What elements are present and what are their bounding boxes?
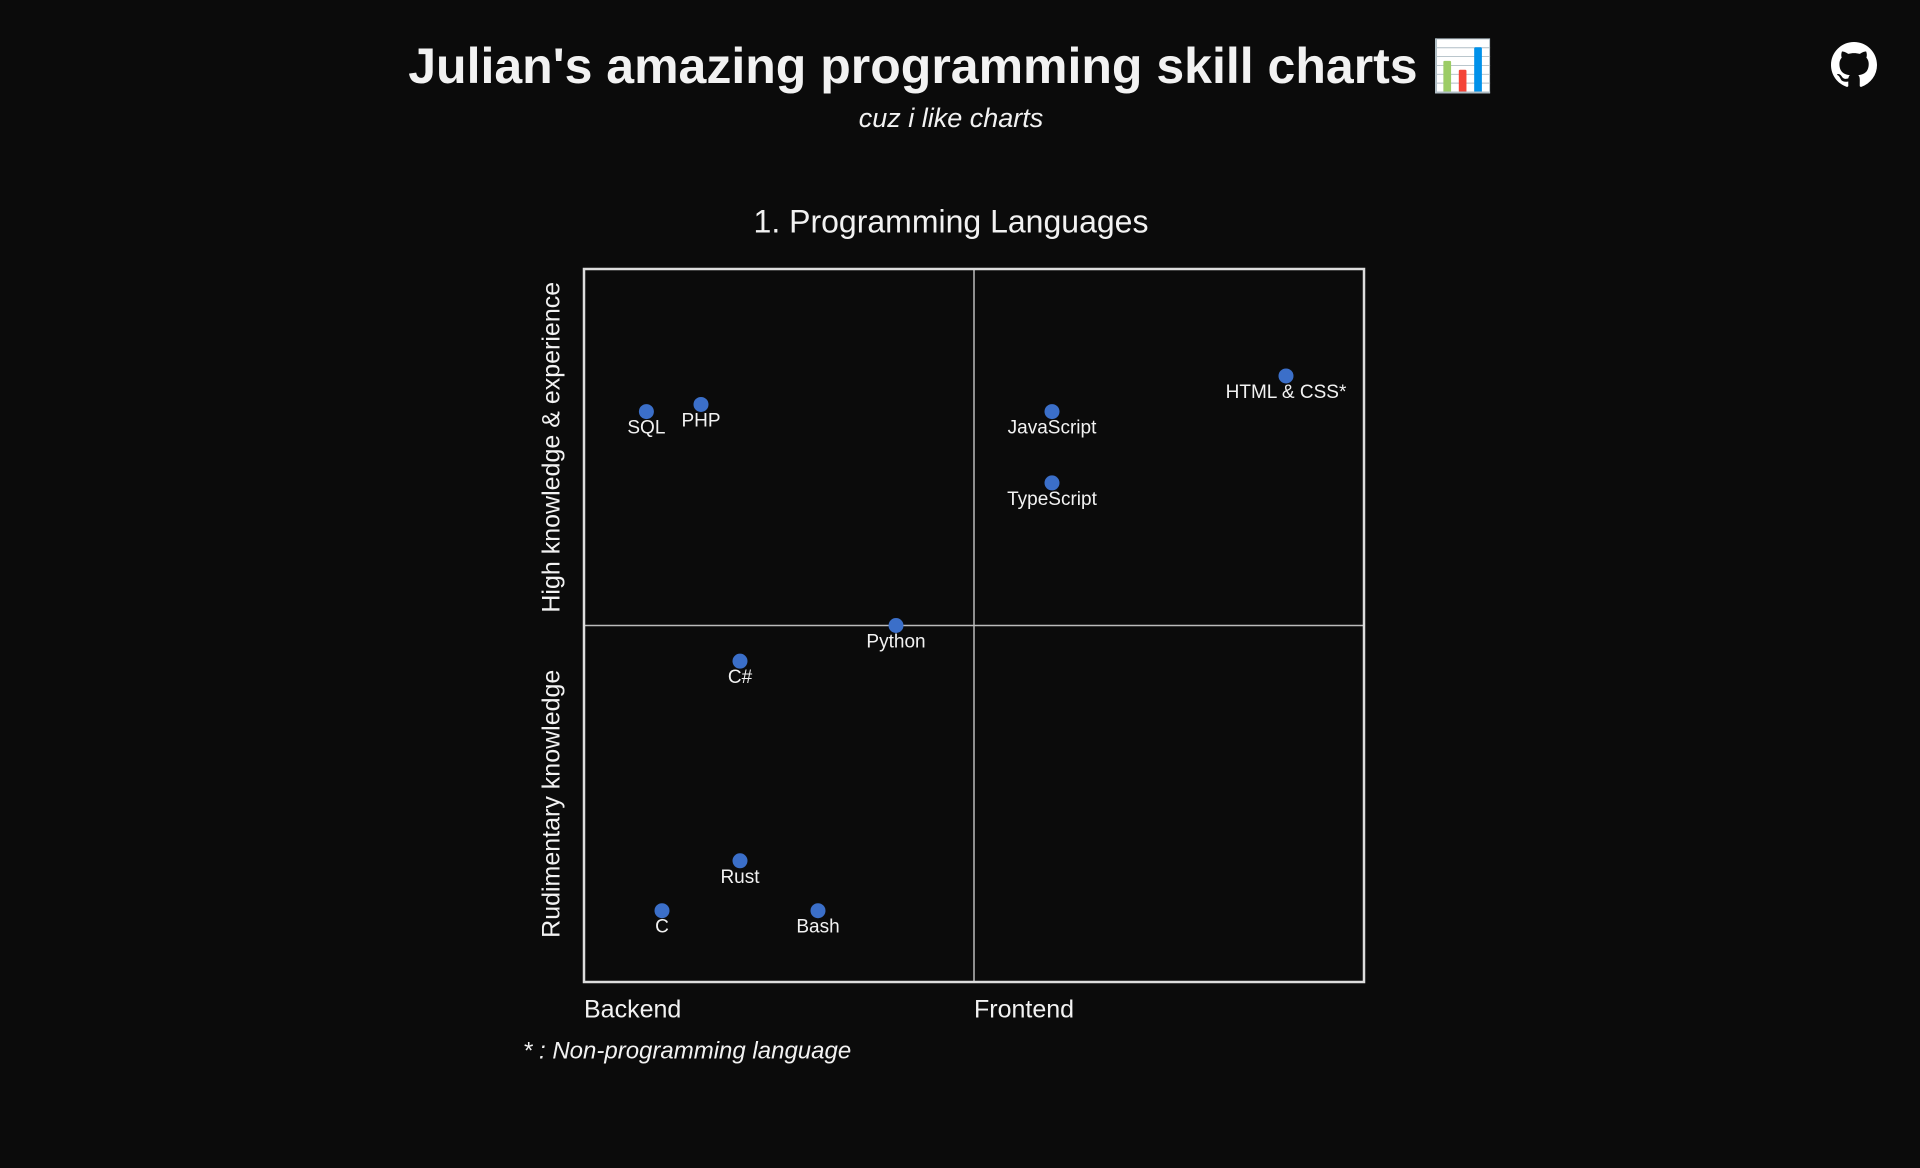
point-label: C xyxy=(655,917,669,938)
x-axis-label: Frontend xyxy=(974,996,1074,1024)
data-point xyxy=(638,404,654,420)
y-axis-label: High knowledge & experience xyxy=(538,282,566,613)
data-point xyxy=(732,653,748,669)
page-title: Julian's amazing programming skill chart… xyxy=(408,37,1494,94)
x-axis-label: Backend xyxy=(584,996,681,1024)
data-point xyxy=(732,853,748,869)
point-label: PHP xyxy=(681,410,720,431)
footnote: * : Non-programming language xyxy=(523,1037,851,1064)
chart-title: 1. Programming Languages xyxy=(754,203,1149,239)
point-label: Python xyxy=(866,632,925,653)
data-point xyxy=(693,396,709,412)
page-subtitle: cuz i like charts xyxy=(859,103,1044,133)
point-label: Bash xyxy=(796,917,839,938)
point-label: HTML & CSS* xyxy=(1226,382,1347,403)
point-label: TypeScript xyxy=(1007,489,1097,510)
github-link[interactable] xyxy=(1831,42,1877,87)
point-label: SQL xyxy=(627,418,665,439)
point-label: C# xyxy=(728,667,753,688)
data-point xyxy=(810,903,826,919)
plot-frame xyxy=(582,267,1366,984)
y-axis-label: Rudimentary knowledge xyxy=(538,670,566,938)
data-point xyxy=(888,618,904,633)
data-point xyxy=(654,903,670,919)
data-point xyxy=(1044,475,1060,491)
data-point xyxy=(1044,404,1060,420)
data-point xyxy=(1278,368,1294,384)
point-label: JavaScript xyxy=(1008,418,1097,439)
point-label: Rust xyxy=(720,867,760,888)
